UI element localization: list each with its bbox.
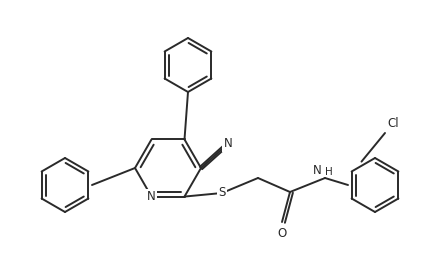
Text: S: S bbox=[218, 186, 226, 200]
Text: N: N bbox=[147, 190, 156, 203]
Text: H: H bbox=[325, 167, 333, 177]
Text: N: N bbox=[313, 164, 322, 177]
Text: N: N bbox=[224, 137, 233, 150]
Text: O: O bbox=[277, 227, 287, 240]
Text: Cl: Cl bbox=[387, 117, 399, 130]
